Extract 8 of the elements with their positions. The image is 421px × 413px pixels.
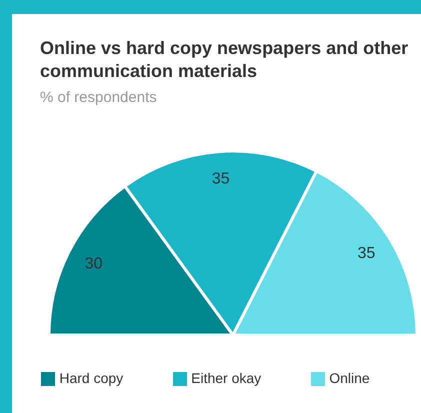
legend-label: Online <box>329 370 370 386</box>
legend-label: Either okay <box>191 370 262 386</box>
chart-title: Online vs hard copy newspapers and other communication materials <box>40 37 410 83</box>
data-label: 30 <box>84 255 103 272</box>
chart-subtitle: % of respondents <box>40 89 157 106</box>
data-label: 35 <box>212 170 230 188</box>
legend-label: Hard copy <box>59 370 124 386</box>
data-label: 35 <box>357 244 376 262</box>
